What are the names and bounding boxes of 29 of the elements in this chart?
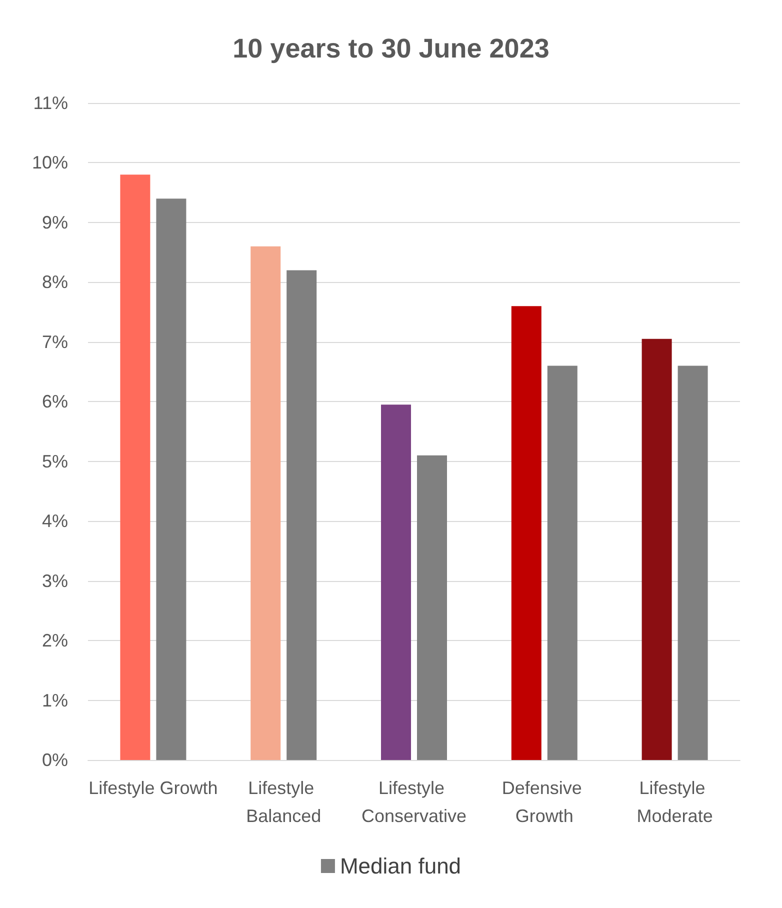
y-tick-label: 11%: [33, 93, 68, 113]
x-tick-label: Lifestyle Growth: [88, 778, 218, 798]
y-tick-label: 4%: [42, 511, 68, 532]
y-tick-label: 9%: [42, 212, 68, 232]
bar: [417, 455, 447, 760]
bar: [381, 404, 411, 760]
x-tick-label: Lifestyle Moderate: [636, 778, 713, 826]
bar: [156, 198, 186, 760]
y-tick-label: 1%: [42, 690, 68, 710]
x-tick-label: Lifestyle Conservative: [361, 778, 467, 826]
y-tick-label: 10%: [32, 152, 68, 173]
y-tick-label: 7%: [42, 332, 68, 352]
y-tick-label: 5%: [42, 451, 68, 472]
x-tick-label: Lifestyle Balanced: [246, 778, 322, 826]
bar: [511, 306, 542, 760]
bar: [547, 366, 578, 760]
bar: [120, 174, 150, 760]
y-tick-label: 2%: [42, 630, 68, 651]
bar: [286, 270, 317, 760]
y-tick-label: 8%: [42, 272, 68, 292]
y-tick-label: 3%: [42, 570, 68, 591]
y-tick-label: 0%: [42, 750, 68, 770]
bar: [678, 366, 708, 760]
chart-title: 10 years to 30 June 2023: [232, 34, 550, 64]
legend-label: Median fund: [340, 854, 462, 878]
y-tick-label: 6%: [42, 392, 68, 412]
bar: [642, 338, 672, 760]
bar: [250, 246, 281, 760]
x-tick-label: Defensive Growth: [502, 778, 587, 826]
